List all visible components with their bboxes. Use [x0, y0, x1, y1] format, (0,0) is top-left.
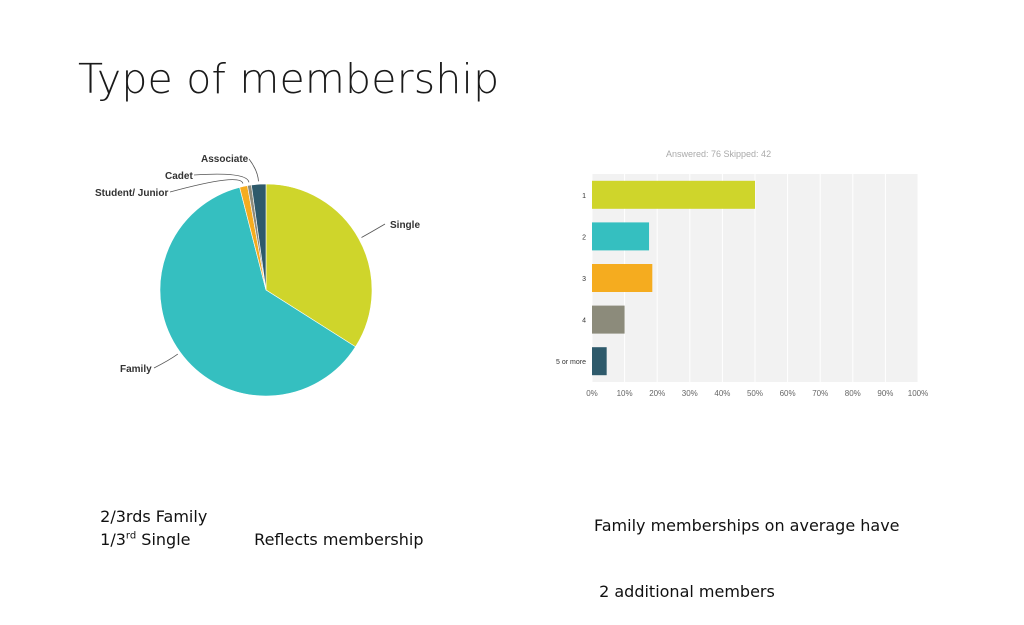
- family-average-note: Family memberships on average have 2 add…: [594, 471, 900, 625]
- bar-chart-header: Answered: 76 Skipped: 42: [666, 149, 771, 159]
- family-share-text: 2/3rds Family: [100, 507, 208, 526]
- bar-x-tick-label: 10%: [617, 389, 633, 398]
- pie-label-student-junior: Student/ Junior: [95, 188, 168, 199]
- pie-leader-cadet: [193, 173, 250, 183]
- family-average-line-2: 2 additional members: [594, 582, 775, 601]
- bar-x-tick-label: 70%: [812, 389, 828, 398]
- bar-x-tick-label: 0%: [586, 389, 598, 398]
- bar-3: [592, 264, 653, 292]
- single-ordinal-suffix: rd: [125, 530, 137, 542]
- reflects-membership-note: Reflects membership: [244, 507, 424, 551]
- single-share-note: 1/3rd Single: [90, 507, 191, 551]
- pie-slice-associate: [251, 183, 267, 291]
- slide-title: Type of membership: [78, 55, 500, 103]
- bar-1: [592, 180, 755, 209]
- pie-leader-student-junior: [169, 179, 244, 193]
- bar-y-tick-label: 4: [582, 318, 586, 325]
- reflects-membership-text: Reflects membership: [254, 530, 424, 549]
- pie-leader-family: [153, 353, 179, 369]
- bar-y-tick-label: 5 or more: [556, 359, 586, 366]
- pie-slice-family: [159, 186, 356, 397]
- bar-x-tick-label: 90%: [877, 389, 893, 398]
- bar-x-tick-label: 100%: [908, 389, 928, 398]
- family-average-line-1: Family memberships on average have: [594, 516, 900, 535]
- single-word-text: Single: [136, 530, 191, 549]
- pie-label-single: Single: [390, 220, 420, 231]
- single-fraction-text: 1/3: [100, 530, 126, 549]
- bar-x-tick-label: 50%: [747, 389, 763, 398]
- pie-slice-single: [265, 183, 373, 348]
- bar-x-tick-label: 30%: [682, 389, 698, 398]
- membership-pie-chart: Single Family Student/ Junior Cadet Associat…: [95, 154, 420, 397]
- pie-label-family: Family: [120, 364, 152, 375]
- bar-y-tick-label: 1: [582, 193, 586, 200]
- pie-leader-single: [361, 223, 386, 238]
- bar-y-tick-label: 3: [582, 276, 586, 283]
- bar-x-tick-label: 60%: [780, 389, 796, 398]
- pie-label-cadet: Cadet: [165, 171, 193, 182]
- bar-x-tick-label: 40%: [714, 389, 730, 398]
- pie-leader-associate: [248, 158, 259, 182]
- additional-members-bar-chart: Answered: 76 Skipped: 42 0% 10% 20% 30% 40% 50…: [556, 149, 928, 398]
- pie-label-associate: Associate: [201, 154, 249, 165]
- bar-4: [592, 305, 625, 334]
- family-share-note: 2/3rds Family: [90, 484, 207, 528]
- bar-x-tick-label: 80%: [845, 389, 861, 398]
- bar-5-or-more: [592, 347, 607, 376]
- bar-2: [592, 222, 650, 251]
- bar-y-tick-label: 2: [582, 234, 586, 241]
- bar-x-tick-label: 20%: [649, 389, 665, 398]
